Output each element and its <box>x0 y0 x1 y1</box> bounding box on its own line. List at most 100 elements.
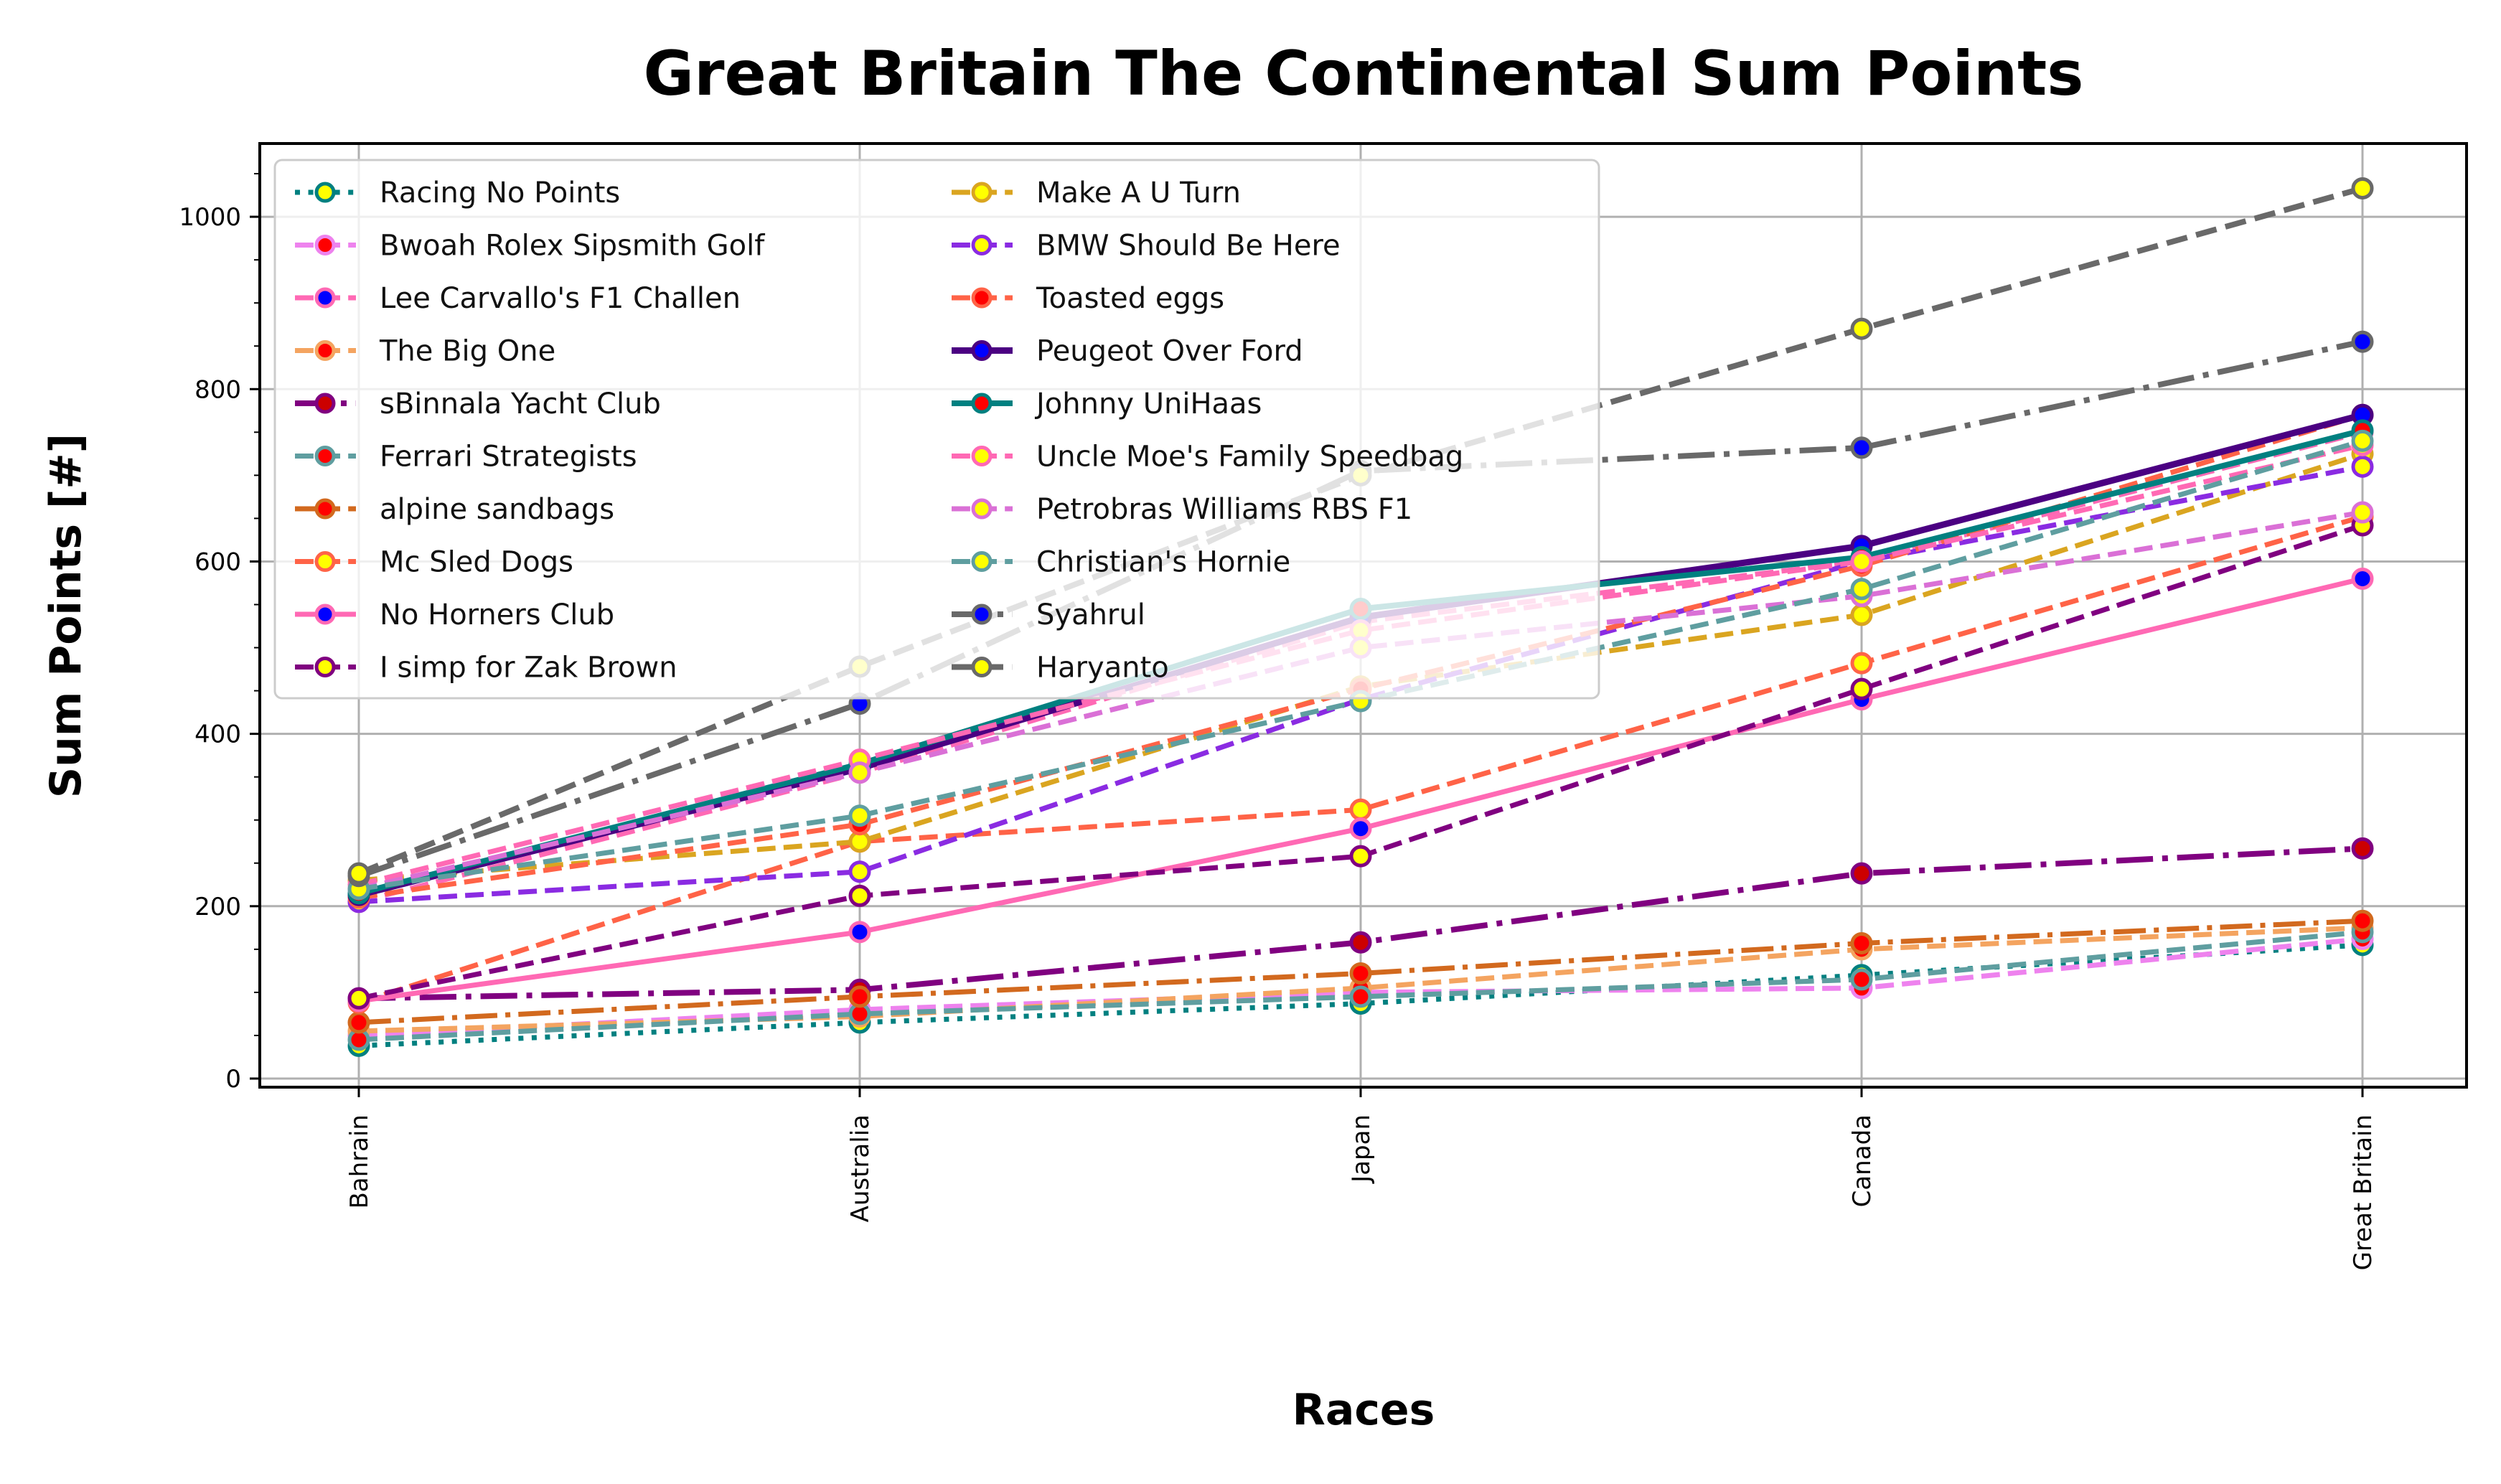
data-point <box>2351 455 2374 478</box>
legend-marker <box>314 340 336 361</box>
data-point <box>1349 985 1372 1008</box>
legend-label: Syahrul <box>1036 598 1145 631</box>
legend-marker <box>971 657 993 677</box>
data-point <box>1349 817 1372 840</box>
legend-label: Make A U Turn <box>1036 177 1241 210</box>
legend-label: Lee Carvallo's F1 Challen <box>380 282 741 315</box>
series-17 <box>347 429 2374 901</box>
legend-item: Toasted eggs <box>952 282 1224 315</box>
series-6 <box>347 909 2374 1034</box>
y-tick-label: 400 <box>194 720 241 749</box>
legend-label: Christian's Hornie <box>1036 546 1290 579</box>
series-line <box>358 464 2363 905</box>
series-layer <box>347 177 2374 1057</box>
legend-marker <box>314 446 336 466</box>
legend-label: Peugeot Over Ford <box>1036 335 1303 368</box>
legend-item: Johnny UniHaas <box>952 388 1262 421</box>
data-point <box>1850 677 1873 700</box>
legend-label: Mc Sled Dogs <box>380 546 573 579</box>
data-point <box>2351 567 2374 590</box>
legend-item: No Horners Club <box>295 598 614 631</box>
legend-label: I simp for Zak Brown <box>380 652 677 685</box>
data-point <box>2351 837 2374 860</box>
data-point <box>2351 177 2374 199</box>
legend-item: Ferrari Strategists <box>295 441 637 474</box>
legend-marker <box>971 393 993 414</box>
x-tick-label: Japan <box>1347 1114 1376 1184</box>
legend-marker <box>314 604 336 625</box>
legend-item: alpine sandbags <box>295 493 614 526</box>
data-point <box>848 985 871 1008</box>
data-point <box>848 804 871 827</box>
data-point <box>347 862 370 885</box>
y-tick-label: 600 <box>194 548 241 576</box>
legend-item: Petrobras Williams RBS F1 <box>952 493 1412 526</box>
data-point <box>1349 962 1372 985</box>
legend-label: Toasted eggs <box>1036 282 1224 315</box>
legend-marker <box>314 498 336 520</box>
legend-marker <box>971 498 993 520</box>
legend-item: Lee Carvallo's F1 Challen <box>295 282 741 315</box>
legend-marker <box>314 393 336 414</box>
legend-label: alpine sandbags <box>380 493 614 526</box>
legend-marker <box>971 182 993 203</box>
legend-item: Haryanto <box>952 652 1169 685</box>
legend-marker <box>971 604 993 625</box>
legend-marker <box>971 446 993 466</box>
y-tick-label: 1000 <box>179 203 241 232</box>
legend-item: Racing No Points <box>295 177 620 210</box>
data-point <box>1850 968 1873 991</box>
legend-label: Haryanto <box>1036 652 1169 685</box>
data-point <box>1850 578 1873 601</box>
data-point <box>1349 931 1372 954</box>
legend-label: Racing No Points <box>380 177 620 210</box>
legend-label: sBinnala Yacht Club <box>380 388 661 421</box>
data-point <box>2351 501 2374 524</box>
data-point <box>2351 429 2374 452</box>
x-axis-label: Races <box>1292 1385 1435 1435</box>
x-tick-label: Great Britain <box>2349 1114 2378 1270</box>
data-point <box>2351 909 2374 932</box>
axis-ticks: Bahrain Australia Japan Canada Great Britain… <box>179 173 2378 1270</box>
y-tick-label: 0 <box>225 1065 241 1094</box>
plot-frame <box>258 142 2468 1089</box>
data-point <box>848 921 871 944</box>
legend-label: Ferrari Strategists <box>380 441 637 474</box>
legend-item: The Big One <box>295 335 555 368</box>
legend-item: Christian's Hornie <box>952 546 1290 579</box>
legend-label: Johnny UniHaas <box>1034 388 1262 421</box>
chart-title: Great Britain The Continental Sum Points <box>644 38 2084 110</box>
legend-item: Make A U Turn <box>952 177 1241 210</box>
legend-label: Bwoah Rolex Sipsmith Golf <box>380 230 765 263</box>
legend-label: No Horners Club <box>380 598 614 631</box>
legend-item: sBinnala Yacht Club <box>295 388 661 421</box>
legend-marker <box>971 551 993 572</box>
legend-label: Uncle Moe's Family Speedbag <box>1036 441 1463 474</box>
legend-item: Peugeot Over Ford <box>952 335 1303 368</box>
data-point <box>347 1011 370 1034</box>
series-5 <box>347 921 2374 1051</box>
y-axis-label: Sum Points [#] <box>41 433 91 798</box>
data-point <box>1850 931 1873 954</box>
legend-item: BMW Should Be Here <box>952 230 1341 263</box>
legend-item: Mc Sled Dogs <box>295 546 573 579</box>
data-point <box>1850 652 1873 675</box>
data-point <box>848 860 871 883</box>
y-tick-label: 800 <box>194 375 241 404</box>
legend-box <box>273 159 1600 700</box>
legend-marker <box>971 287 993 309</box>
legend-item: Syahrul <box>952 598 1145 631</box>
data-point <box>1850 862 1873 885</box>
legend-marker <box>314 182 336 203</box>
data-point <box>1850 550 1873 573</box>
legend-item: Uncle Moe's Family Speedbag <box>952 441 1463 474</box>
data-point <box>848 884 871 907</box>
data-point <box>1850 436 1873 459</box>
legend-marker <box>971 340 993 361</box>
data-point <box>1349 845 1372 868</box>
legend-label: Petrobras Williams RBS F1 <box>1036 493 1412 526</box>
x-tick-label: Bahrain <box>345 1114 374 1209</box>
legend-item: Bwoah Rolex Sipsmith Golf <box>295 230 765 263</box>
